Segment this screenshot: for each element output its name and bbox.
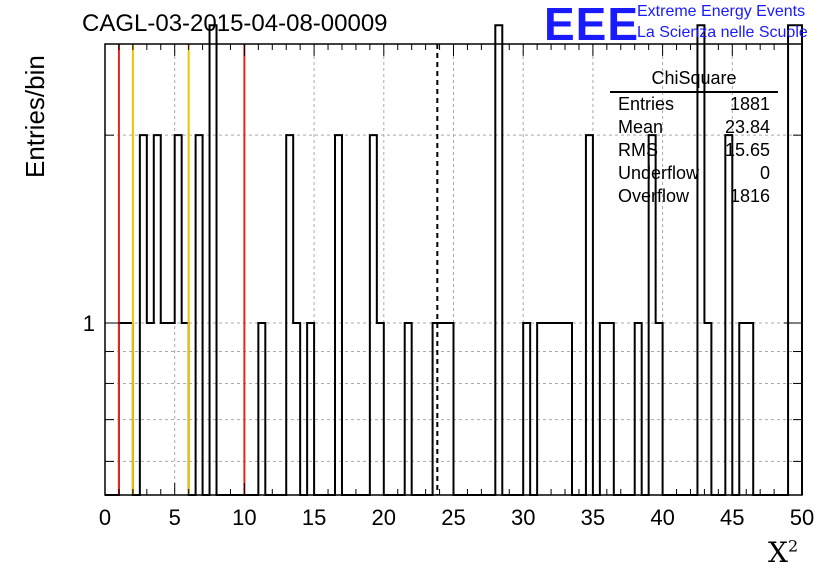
- x-axis-label-base: X: [768, 536, 788, 569]
- x-axis-label-superscript: 2: [787, 536, 799, 556]
- stats-label: Underflow: [618, 163, 700, 183]
- stats-value: 1881: [729, 94, 770, 114]
- logo-line-2: La Scienza nelle Scuole: [637, 24, 808, 41]
- stats-label: Overflow: [618, 186, 690, 206]
- stats-value: 1816: [729, 186, 770, 206]
- stats-label: Mean: [618, 117, 664, 137]
- x-tick-label: 0: [99, 505, 111, 530]
- stats-box: ChiSquare Entries 1881 Mean 23.84 RMS 15.65…: [610, 66, 778, 208]
- x-tick-label: 35: [581, 505, 605, 530]
- stats-row-mean: Mean 23.84: [610, 116, 778, 139]
- eee-logo: EEE: [544, 0, 640, 50]
- stats-title: ChiSquare: [610, 66, 778, 93]
- x-tick-label: 20: [372, 505, 396, 530]
- stats-label: Entries: [618, 94, 675, 114]
- stats-value: 0: [759, 163, 770, 183]
- stats-row-underflow: Underflow 0: [610, 162, 778, 185]
- stats-label: RMS: [618, 140, 658, 160]
- x-tick-label: 40: [650, 505, 674, 530]
- stats-value: 15.65: [724, 140, 770, 160]
- x-tick-label: 45: [720, 505, 744, 530]
- stats-row-rms: RMS 15.65: [610, 139, 778, 162]
- y-axis-label: Entries/bin: [20, 55, 50, 178]
- chart-title: CAGL-03-2015-04-08-00009: [82, 10, 388, 37]
- logo-line-1: Extreme Energy Events: [637, 3, 806, 20]
- x-tick-label: 10: [232, 505, 256, 530]
- x-tick-label: 25: [441, 505, 465, 530]
- x-axis-label: X2: [768, 536, 798, 569]
- x-tick-label: 50: [790, 505, 814, 530]
- stats-value: 23.84: [724, 117, 770, 137]
- x-tick-label: 30: [511, 505, 535, 530]
- x-tick-label: 5: [169, 505, 181, 530]
- stats-row-overflow: Overflow 1816: [610, 185, 778, 208]
- y-tick-label: 1: [83, 311, 95, 336]
- x-tick-label: 15: [302, 505, 326, 530]
- stats-row-entries: Entries 1881: [610, 93, 778, 116]
